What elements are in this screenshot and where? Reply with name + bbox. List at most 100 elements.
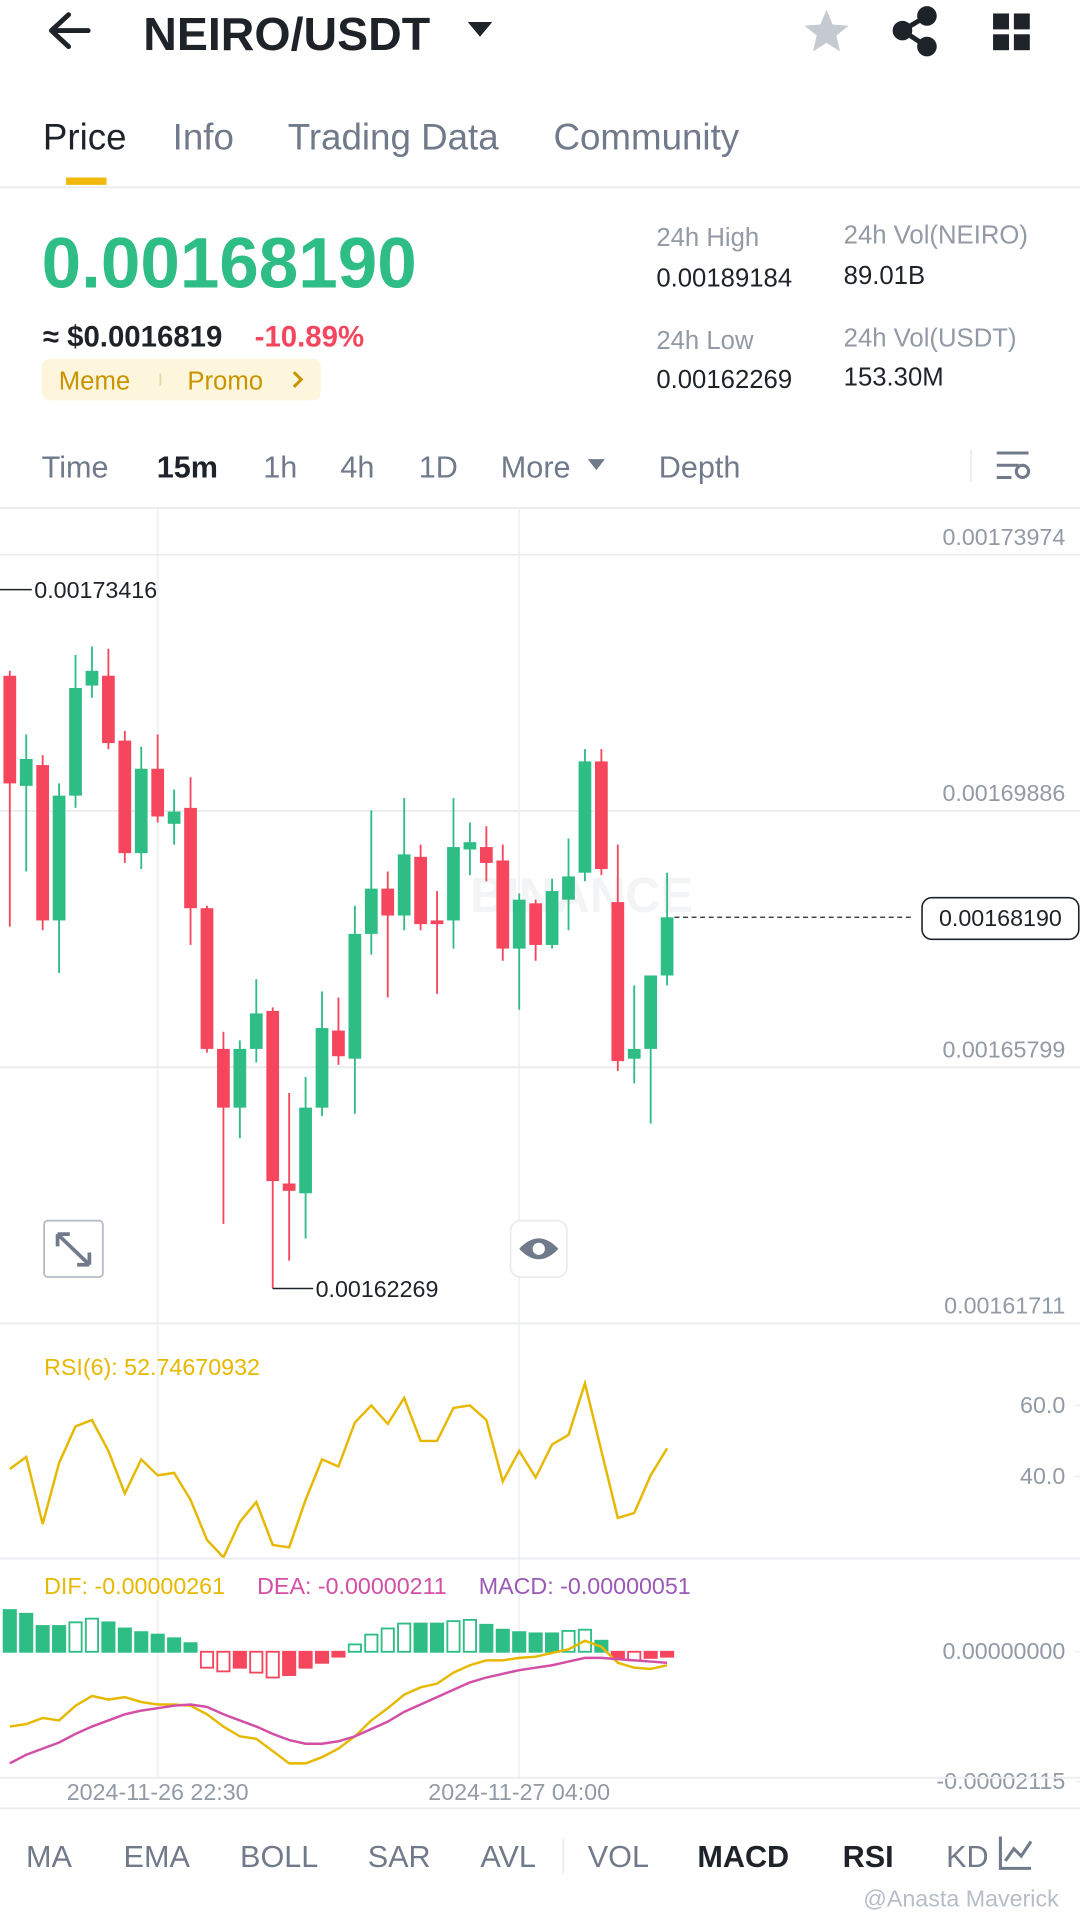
timeframe[interactable]: More [501, 450, 571, 484]
stat-value: 0.00189184 [656, 264, 792, 292]
usd-price: ≈ $0.0016819 [43, 320, 222, 353]
macd-bar [167, 1637, 182, 1653]
tag[interactable]: Meme [59, 367, 130, 395]
candle-body [611, 902, 625, 1062]
pair-title[interactable]: NEIRO/USDT [143, 8, 430, 60]
candle-body [184, 807, 197, 909]
candle-body [102, 675, 115, 744]
x-tick-label: 2024-11-26 22:30 [67, 1779, 249, 1805]
candle-body [332, 1030, 345, 1057]
candle-body [496, 860, 510, 949]
chart-settings[interactable] [996, 451, 1031, 480]
timeframe[interactable]: Time [42, 450, 109, 484]
tag[interactable]: Promo [187, 367, 263, 395]
back-button[interactable] [48, 12, 91, 49]
candle-body [529, 903, 543, 945]
candle-body [266, 1010, 280, 1182]
more-dropdown[interactable] [587, 459, 605, 471]
macd-bar [282, 1650, 297, 1676]
indicator-tab[interactable]: RSI [843, 1840, 894, 1874]
eye-pupil [532, 1242, 545, 1255]
y-tick-label: 60.0 [1020, 1392, 1065, 1418]
macd-bar [479, 1623, 494, 1653]
indicator-tab[interactable]: EMA [124, 1840, 191, 1874]
fade [986, 1831, 1080, 1881]
candle-body [660, 917, 674, 976]
rsi-label: RSI(6): 52.74670932 [44, 1354, 260, 1380]
candle-body [52, 795, 66, 921]
y-tick-label: 0.00165799 [942, 1036, 1065, 1062]
indicator-tab[interactable]: BOLL [240, 1840, 318, 1874]
macd-bar [117, 1627, 132, 1653]
macd-bar [397, 1622, 412, 1653]
y-tick-label: -0.00002115 [936, 1768, 1065, 1794]
macd-bar [183, 1642, 198, 1653]
timeframe[interactable]: 1h [263, 450, 297, 484]
indicator-tab[interactable]: MA [26, 1840, 73, 1874]
tab[interactable]: Trading Data [288, 116, 499, 157]
macd-bar [380, 1627, 395, 1653]
macd-line [9, 1656, 668, 1765]
macd-bar [232, 1650, 247, 1669]
macd-bar [331, 1650, 346, 1658]
tab[interactable]: Community [553, 116, 739, 157]
candle-body [430, 920, 444, 925]
stat-label: 24h Vol(NEIRO) [844, 222, 1028, 250]
candle-body [282, 1183, 296, 1191]
tag-box[interactable] [41, 358, 321, 401]
macd-bar [134, 1631, 149, 1653]
macd-bar [68, 1621, 83, 1653]
timeframe[interactable]: 15m [157, 450, 218, 484]
macd-bar [265, 1650, 280, 1679]
stat-value: 0.00162269 [656, 366, 792, 394]
timeframe[interactable]: 1D [419, 450, 458, 484]
candle-body [19, 758, 33, 786]
timeframe[interactable]: Depth [659, 450, 741, 484]
tab[interactable]: Info [173, 116, 234, 157]
pair-dropdown[interactable] [467, 22, 493, 37]
macd-bar [462, 1618, 477, 1653]
indicator-tab[interactable]: AVL [480, 1840, 536, 1874]
indicator-tab[interactable]: MACD [697, 1840, 789, 1874]
macd-bar [216, 1650, 231, 1673]
last-price: 0.00168190 [42, 225, 417, 304]
indicator-settings[interactable] [998, 1836, 1033, 1870]
macd-bar [150, 1633, 165, 1653]
menu-grid[interactable] [993, 13, 1030, 51]
candle-body [512, 899, 526, 949]
macd-bar [413, 1622, 428, 1653]
tab[interactable]: Price [43, 116, 127, 157]
share-button[interactable] [892, 6, 937, 57]
candle-body [447, 847, 460, 921]
candle-body [151, 768, 165, 817]
y-tick-label: 0.00173974 [942, 524, 1065, 550]
y-tick-label: 40.0 [1020, 1463, 1065, 1489]
timeframe[interactable]: 4h [340, 450, 374, 484]
candle-body [134, 768, 148, 854]
macd-bar [84, 1617, 99, 1653]
candle-body [200, 908, 214, 1049]
stat-label: 24h Low [656, 327, 754, 355]
chart-area: 2024-11-26 22:30 2024-11-27 04:00 0.001739… [0, 508, 1080, 1805]
indicator-tab[interactable]: VOL [588, 1840, 649, 1874]
y-tick-label: 0.00000000 [942, 1638, 1065, 1664]
stat-value: 153.30M [844, 364, 944, 392]
candle-body [36, 765, 50, 921]
x-tick-label: 2024-11-27 04:00 [428, 1779, 610, 1805]
candle-body [381, 888, 395, 916]
candle-body [249, 1013, 263, 1049]
low-marker-label: 0.00162269 [316, 1276, 439, 1302]
y-tick-label: 0.00161711 [944, 1293, 1065, 1319]
macd-bar [249, 1650, 264, 1674]
macd-bar [2, 1609, 17, 1653]
candle-body [315, 1028, 329, 1108]
macd-bar [446, 1620, 461, 1653]
favorite-star[interactable] [804, 9, 849, 52]
candle-body [479, 847, 493, 863]
indicator-tab[interactable]: SAR [368, 1840, 431, 1874]
macd-bar [545, 1632, 560, 1653]
high-marker-label: 0.00173416 [34, 577, 157, 603]
macd-bar [528, 1632, 543, 1653]
indicator-tab[interactable]: KD [946, 1840, 989, 1874]
